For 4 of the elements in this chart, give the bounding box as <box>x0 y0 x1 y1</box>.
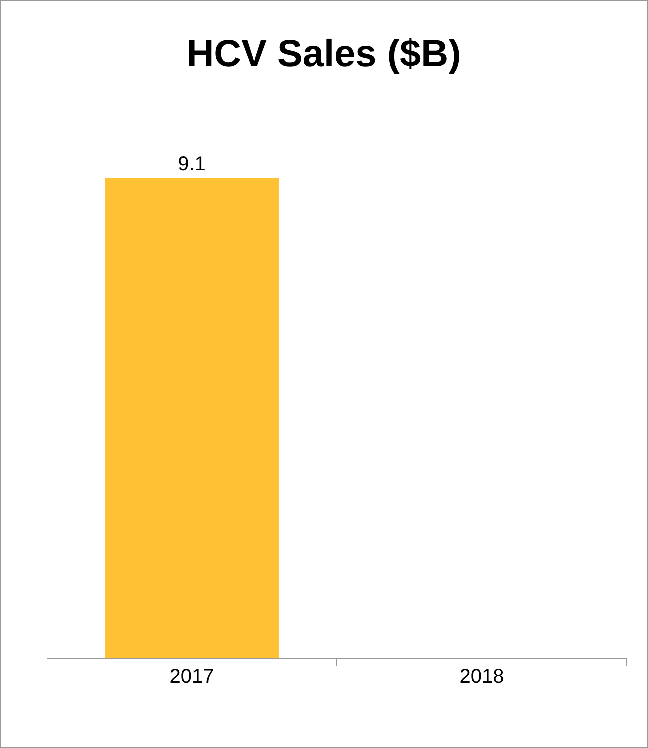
chart-title: HCV Sales ($B) <box>186 34 462 76</box>
x-tick-label: 2018 <box>460 666 504 688</box>
data-label: 9.1 <box>178 153 206 176</box>
x-tick-label: 2017 <box>170 666 214 688</box>
